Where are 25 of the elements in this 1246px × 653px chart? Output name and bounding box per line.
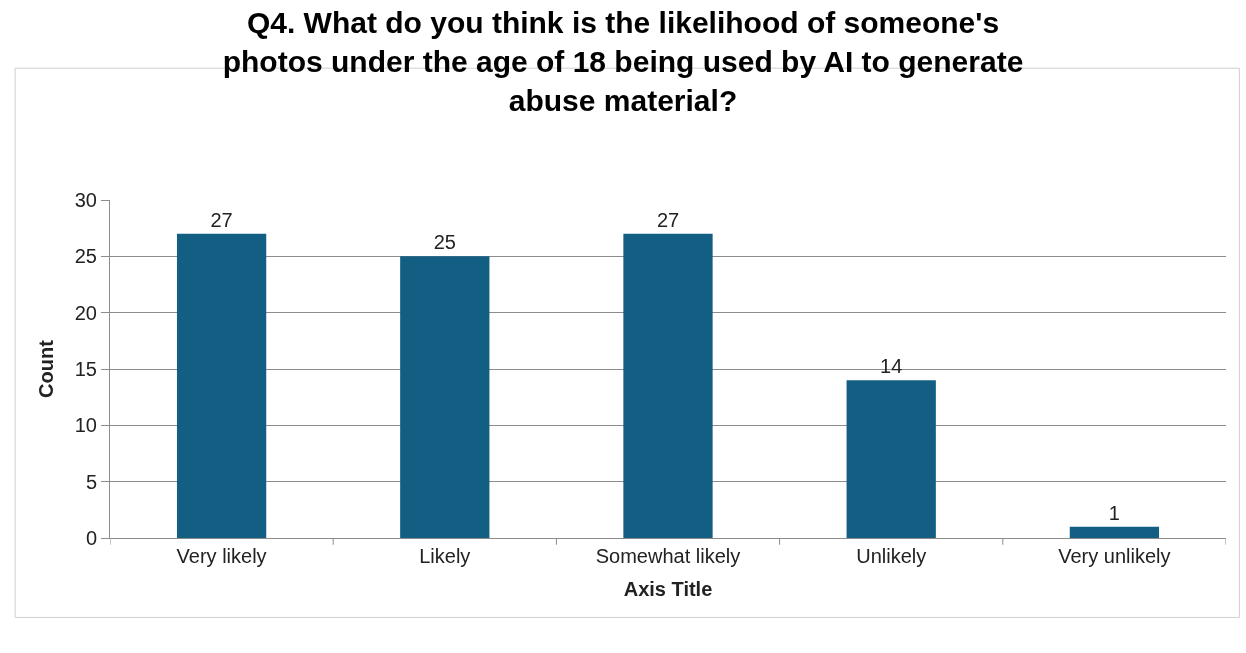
data-label: 27 bbox=[210, 208, 233, 231]
y-tick-label: 25 bbox=[74, 245, 97, 268]
bar bbox=[623, 233, 713, 538]
x-tick-label: Very likely bbox=[176, 545, 267, 567]
data-label: 1 bbox=[1108, 501, 1120, 524]
x-axis-title: Axis Title bbox=[623, 577, 713, 600]
bar bbox=[846, 380, 936, 538]
y-tick-label: 5 bbox=[85, 470, 97, 493]
bar bbox=[176, 233, 267, 538]
chart-title: Q4. What do you think is the likelihood of someone's photos under the age of 18 being used by AI to generate abuse material? bbox=[222, 5, 1024, 117]
bar bbox=[1069, 526, 1160, 538]
y-tick-label: 10 bbox=[74, 414, 97, 437]
bar bbox=[400, 256, 490, 538]
x-tick-label: Somewhat likely bbox=[595, 545, 741, 567]
data-label: 14 bbox=[880, 355, 903, 378]
x-tick-label: Likely bbox=[419, 545, 471, 567]
y-tick-label: 20 bbox=[74, 301, 97, 324]
y-tick-label: 15 bbox=[74, 358, 97, 380]
y-tick-label: 30 bbox=[74, 189, 97, 211]
data-label: 27 bbox=[656, 208, 680, 231]
x-tick-label: Unlikely bbox=[856, 545, 927, 567]
y-tick-label: 0 bbox=[85, 527, 97, 549]
data-label: 25 bbox=[433, 231, 456, 254]
x-tick-label: Very unlikely bbox=[1058, 545, 1171, 567]
y-axis-title: Count bbox=[35, 339, 58, 398]
